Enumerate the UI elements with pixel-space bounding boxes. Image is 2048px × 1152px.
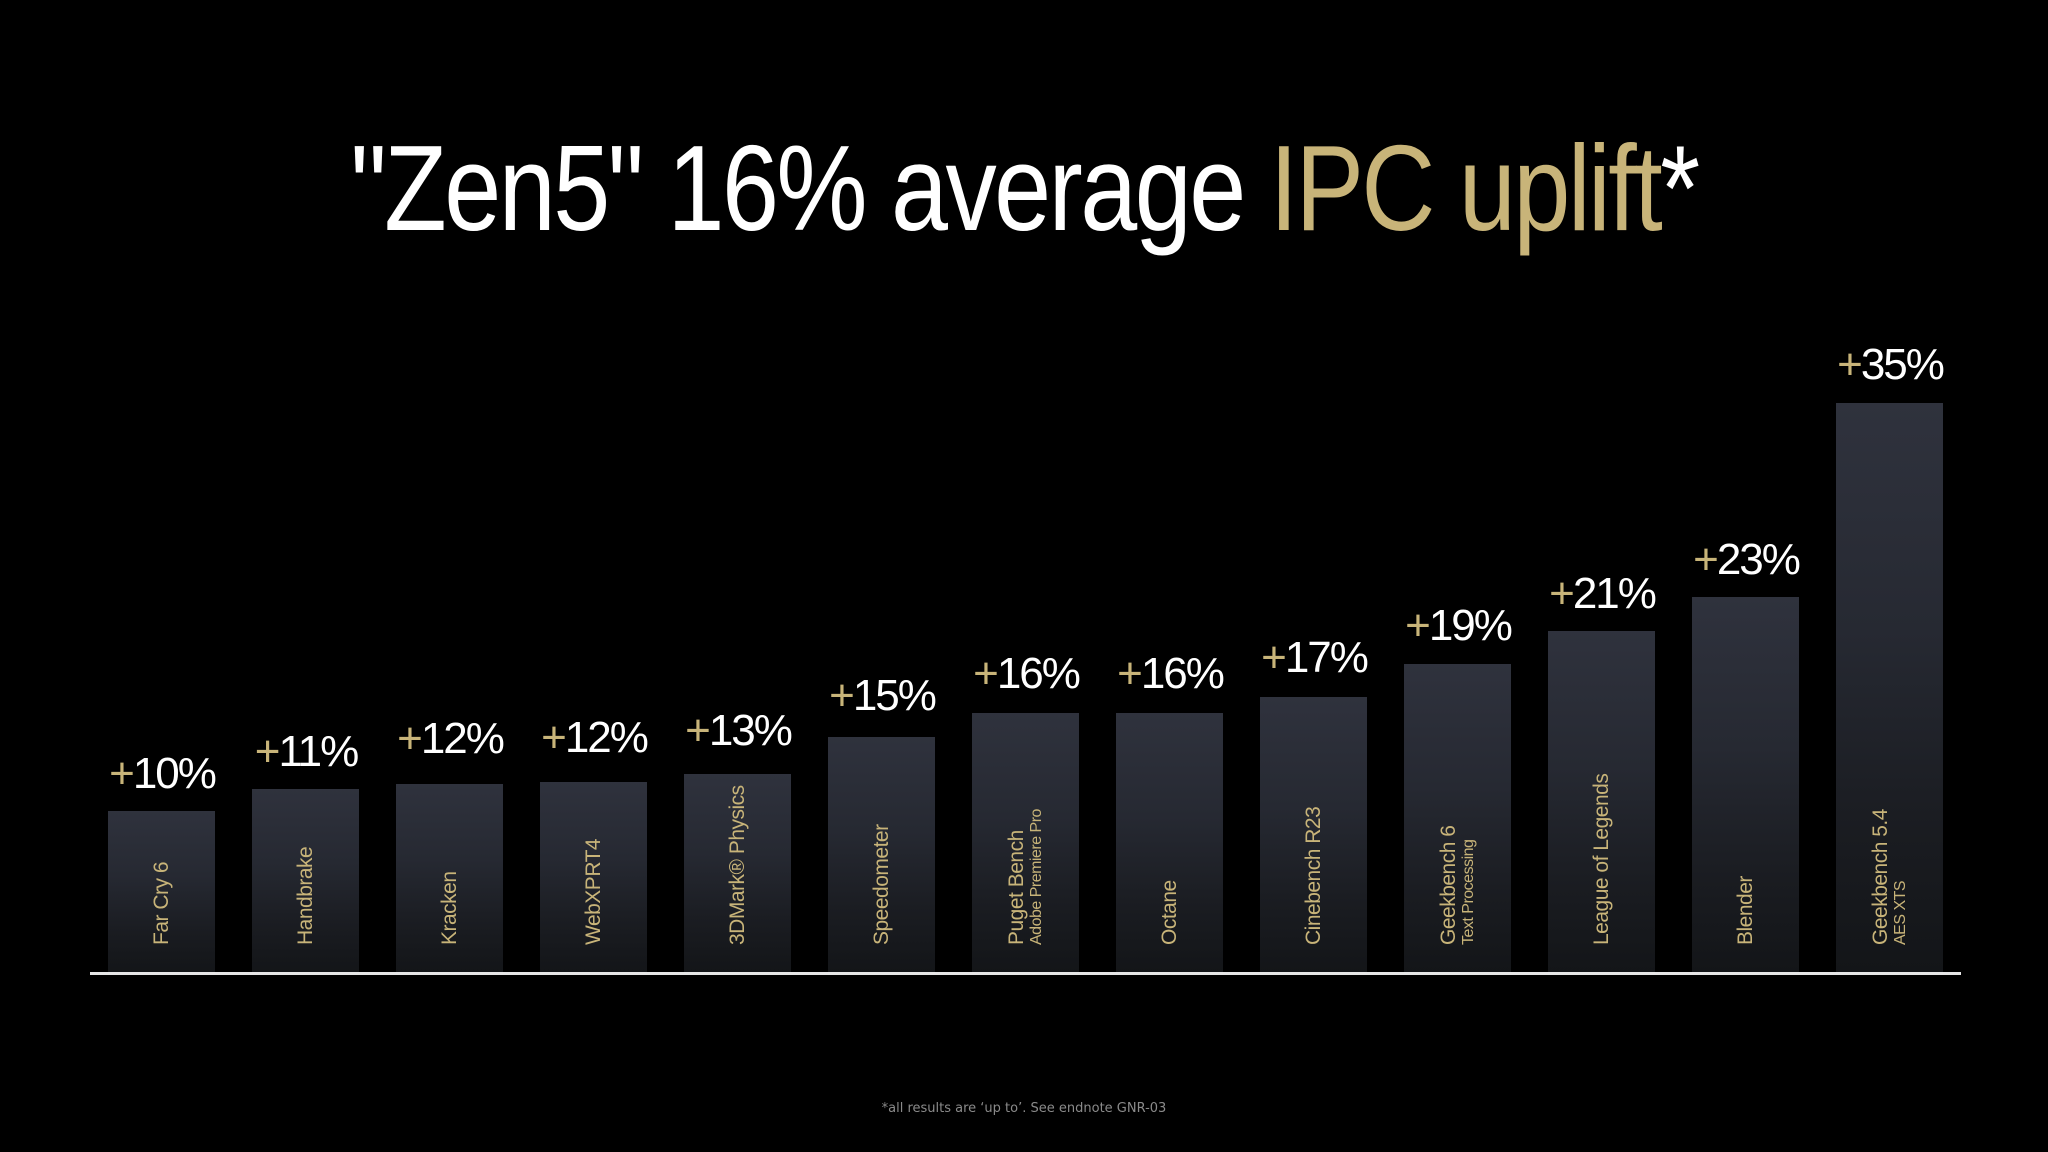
bar-kracken: Kracken (396, 784, 503, 973)
bar-far-cry-6: Far Cry 6 (108, 811, 215, 973)
bar-label: Octane (1157, 880, 1181, 945)
bar-label: Geekbench 6 Text Processing (1437, 825, 1477, 945)
bar-geekbench-6: Geekbench 6 Text Processing (1404, 664, 1511, 973)
bar-cinebench-r23: Cinebench R23 (1260, 697, 1367, 973)
bar-label: Cinebench R23 (1301, 806, 1325, 945)
x-axis-line (90, 972, 1961, 975)
value-label: +19% (1405, 601, 1513, 650)
value-label: +16% (973, 649, 1081, 698)
value-label: +16% (1117, 649, 1225, 698)
value-label: +23% (1693, 535, 1801, 584)
bar-label: Far Cry 6 (149, 861, 173, 945)
bar-blender: Blender (1692, 597, 1799, 973)
value-label: +10% (109, 749, 217, 798)
bar-label: Puget Bench Adobe Premiere Pro (1005, 809, 1045, 945)
bar-label: Geekbench 5.4 AES XTS (1869, 809, 1909, 945)
bar-speedometer: Speedometer (828, 737, 935, 973)
value-label: +11% (254, 727, 360, 776)
bar-3dmark-physics: 3DMark® Physics (684, 774, 791, 973)
title-white-part: "Zen5" 16% average (350, 120, 1270, 256)
value-label: +12% (541, 713, 649, 762)
bar-handbrake: Handbrake (252, 789, 359, 973)
value-label: +21% (1549, 569, 1657, 618)
value-label: +13% (685, 706, 793, 755)
bar-label: Speedometer (869, 824, 893, 945)
bar-geekbench-5-4: Geekbench 5.4 AES XTS (1836, 403, 1943, 973)
bar-octane: Octane (1116, 713, 1223, 973)
bar-label: 3DMark® Physics (725, 785, 749, 945)
value-label: +35% (1837, 340, 1945, 389)
bar-label: WebXPRT4 (581, 838, 605, 945)
bar-label: Kracken (437, 871, 461, 945)
value-label: +17% (1261, 633, 1369, 682)
bar-puget-bench: Puget Bench Adobe Premiere Pro (972, 713, 1079, 973)
title-asterisk: * (1660, 120, 1700, 256)
bar-webxprt4: WebXPRT4 (540, 782, 647, 973)
bar-label: Handbrake (293, 846, 317, 945)
footnote: *all results are ‘up to’. See endnote GN… (881, 1101, 1167, 1116)
title-gold-part: IPC uplift (1269, 120, 1663, 256)
slide-title: "Zen5" 16% average IPC uplift* (0, 118, 2048, 258)
bar-label: Blender (1733, 876, 1757, 945)
value-label: +12% (397, 714, 505, 763)
bar-league-of-legends: League of Legends (1548, 631, 1655, 973)
value-label: +15% (829, 671, 937, 720)
bar-label: League of Legends (1589, 773, 1613, 945)
